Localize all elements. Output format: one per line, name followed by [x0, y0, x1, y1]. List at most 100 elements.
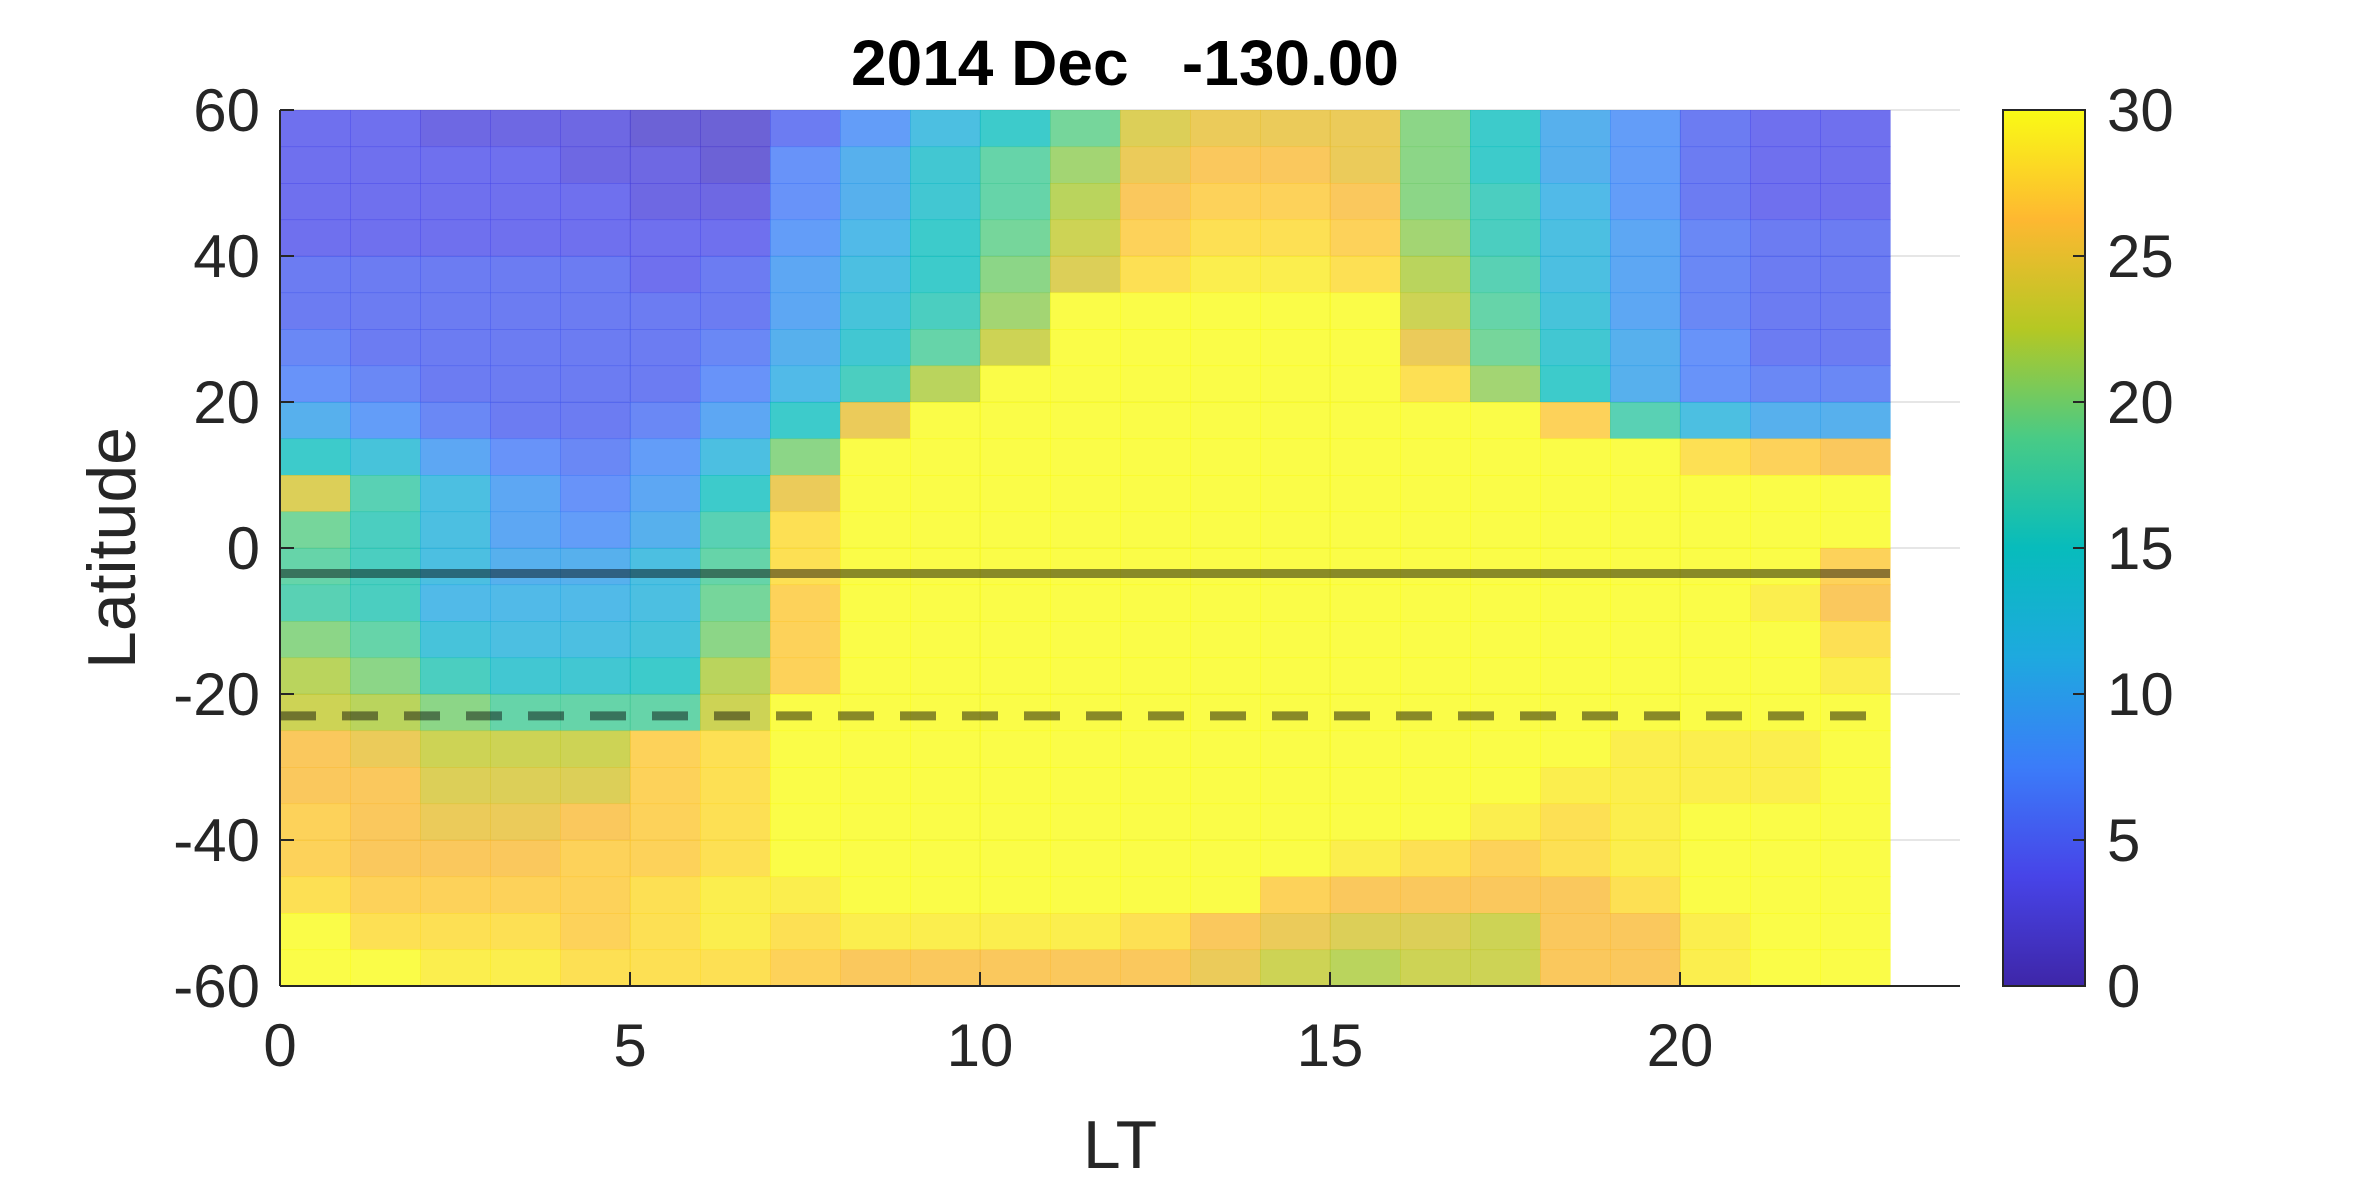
- heatmap-cell: [980, 402, 1051, 440]
- heatmap-cell: [1330, 110, 1401, 148]
- heatmap-cell: [1680, 657, 1751, 695]
- heatmap-cell: [1680, 292, 1751, 330]
- heatmap-cell: [910, 438, 981, 476]
- heatmap-cell: [1680, 876, 1751, 914]
- heatmap-cell: [770, 183, 841, 221]
- heatmap-cell: [350, 694, 421, 732]
- colorbar-tick-label: 10: [2107, 661, 2174, 728]
- heatmap-cell: [1680, 365, 1751, 403]
- y-tick-label: 40: [193, 223, 260, 290]
- heatmap-cell: [490, 657, 561, 695]
- heatmap-cell: [490, 803, 561, 841]
- heatmap-cell: [630, 840, 701, 878]
- heatmap-cell: [490, 110, 561, 148]
- heatmap-cell: [910, 110, 981, 148]
- heatmap-cell: [1400, 730, 1471, 768]
- heatmap-cell: [1820, 110, 1891, 148]
- heatmap-cell: [1260, 475, 1331, 513]
- x-tick-label: 20: [1647, 1012, 1714, 1079]
- heatmap-cell: [1120, 475, 1191, 513]
- heatmap-cell: [630, 548, 701, 586]
- heatmap-cell: [1260, 219, 1331, 257]
- x-tick-label: 0: [263, 1012, 296, 1079]
- heatmap-cell: [1610, 110, 1681, 148]
- heatmap-cell: [630, 694, 701, 732]
- heatmap-cell: [630, 402, 701, 440]
- heatmap-cell: [1120, 365, 1191, 403]
- heatmap-cell: [1470, 876, 1541, 914]
- heatmap-cell: [560, 511, 631, 549]
- heatmap-cell: [1750, 548, 1821, 586]
- heatmap-cell: [350, 949, 421, 987]
- heatmap-cell: [1610, 292, 1681, 330]
- heatmap-cell: [1260, 256, 1331, 294]
- heatmap-cell: [910, 292, 981, 330]
- heatmap-cell: [1470, 365, 1541, 403]
- heatmap-cell: [560, 949, 631, 987]
- heatmap-cell: [770, 876, 841, 914]
- heatmap-cell: [1050, 949, 1121, 987]
- heatmap-cell: [1260, 621, 1331, 659]
- heatmap-cell: [1050, 438, 1121, 476]
- heatmap-cell: [910, 475, 981, 513]
- heatmap-cell: [1750, 329, 1821, 367]
- heatmap-cell: [350, 110, 421, 148]
- heatmap-cell: [980, 329, 1051, 367]
- heatmap-cell: [560, 803, 631, 841]
- heatmap-cell: [420, 256, 491, 294]
- heatmap-cell: [770, 110, 841, 148]
- heatmap-cell: [1120, 803, 1191, 841]
- heatmap-cell: [280, 402, 351, 440]
- heatmap-cell: [1260, 840, 1331, 878]
- heatmap-cell: [1820, 402, 1891, 440]
- heatmap-cell: [1190, 110, 1261, 148]
- heatmap-cell: [350, 329, 421, 367]
- heatmap-cell: [1400, 183, 1471, 221]
- heatmap-cell: [910, 949, 981, 987]
- heatmap-cell: [350, 730, 421, 768]
- heatmap-cell: [1400, 402, 1471, 440]
- heatmap-cell: [1680, 329, 1751, 367]
- heatmap-cell: [350, 219, 421, 257]
- heatmap-cell: [1400, 511, 1471, 549]
- heatmap-cell: [1260, 949, 1331, 987]
- heatmap-cell: [1820, 511, 1891, 549]
- heatmap-cell: [1540, 548, 1611, 586]
- heatmap-cell: [700, 183, 771, 221]
- heatmap-cell: [1750, 438, 1821, 476]
- heatmap-cell: [1400, 913, 1471, 951]
- heatmap-cell: [980, 584, 1051, 622]
- heatmap-cell: [420, 876, 491, 914]
- heatmap-cell: [420, 949, 491, 987]
- heatmap-cell: [1120, 876, 1191, 914]
- heatmap-cell: [1120, 584, 1191, 622]
- heatmap-cell: [980, 183, 1051, 221]
- heatmap-cell: [770, 913, 841, 951]
- heatmap-cell: [770, 511, 841, 549]
- heatmap-cell: [1400, 803, 1471, 841]
- heatmap-cell: [1050, 365, 1121, 403]
- heatmap-cell: [1190, 584, 1261, 622]
- heatmap-cell: [1470, 511, 1541, 549]
- heatmap-cell: [350, 256, 421, 294]
- heatmap-cell: [1820, 183, 1891, 221]
- heatmap-cell: [1470, 292, 1541, 330]
- heatmap-cell: [490, 840, 561, 878]
- heatmap-cell: [700, 438, 771, 476]
- heatmap-cell: [490, 730, 561, 768]
- heatmap-cell: [420, 803, 491, 841]
- heatmap-cell: [700, 949, 771, 987]
- heatmap-cell: [1050, 840, 1121, 878]
- heatmap-cell: [1120, 767, 1191, 805]
- heatmap-cell: [420, 584, 491, 622]
- heatmap-cell: [1750, 694, 1821, 732]
- heatmap-cell: [1190, 621, 1261, 659]
- heatmap-cell: [1470, 110, 1541, 148]
- heatmap-cell: [1260, 292, 1331, 330]
- heatmap-cell: [280, 730, 351, 768]
- heatmap-cell: [350, 292, 421, 330]
- heatmap-cell: [1610, 402, 1681, 440]
- heatmap-cell: [630, 256, 701, 294]
- heatmap-cell: [1120, 657, 1191, 695]
